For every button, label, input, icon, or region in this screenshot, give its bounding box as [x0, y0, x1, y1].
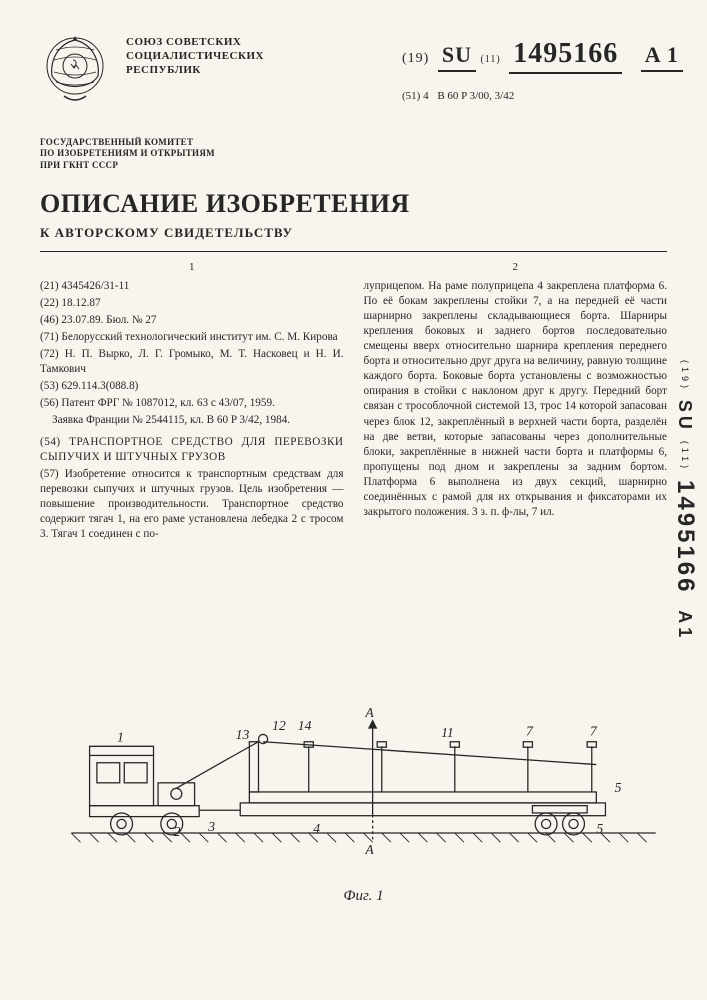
fig-label-11: 11 — [441, 725, 454, 740]
fig-label-1: 1 — [117, 730, 124, 745]
issuer-title: СОЮЗ СОВЕТСКИХ СОЦИАЛИСТИЧЕСКИХ РЕСПУБЛИ… — [126, 30, 326, 77]
fig-label-13: 13 — [236, 727, 250, 742]
fig-label-7: 7 — [526, 723, 534, 738]
column-1: 1 (21) 4345426/31-11 (22) 18.12.87 (46) … — [40, 260, 344, 555]
field-53: (53) 629.114.3(088.8) — [40, 379, 344, 394]
doc-subtitle: К АВТОРСКОМУ СВИДЕТЕЛЬСТВУ — [40, 225, 667, 241]
col-num-1: 1 — [40, 260, 344, 275]
abstract-continued: луприцепом. На раме полуприцепа 4 закреп… — [364, 279, 668, 521]
column-2: 2 луприцепом. На раме полуприцепа 4 закр… — [364, 260, 668, 555]
col-num-2: 2 — [364, 260, 668, 275]
figure-1: 1 13 12 14 A 11 7 7 5 5 3 2 4 A Фиг. 1 — [40, 655, 687, 905]
fig-label-2: 2 — [174, 824, 181, 839]
code-19: (19) — [402, 51, 429, 66]
document-id-block: (19) SU (11) 1495166 A 1 (51) 4 B 60 P 3… — [342, 30, 683, 102]
side-doc-label: (19) SU (11) 1495166 A1 — [671, 360, 699, 641]
fig-label-12: 12 — [272, 718, 286, 733]
field-54: (54) ТРАНСПОРТНОЕ СРЕДСТВО ДЛЯ ПЕРЕВОЗКИ… — [40, 435, 344, 465]
field-72: (72) Н. П. Вырко, Л. Г. Громыко, М. Т. Н… — [40, 347, 344, 377]
fig-label-5b: 5 — [596, 821, 603, 836]
field-56b: Заявка Франции № 2544115, кл. B 60 P 3/4… — [40, 413, 344, 428]
doc-title: ОПИСАНИЕ ИЗОБРЕТЕНИЯ — [40, 189, 667, 219]
kind-code: A 1 — [645, 42, 679, 67]
fig-label-5: 5 — [615, 780, 622, 795]
field-57: (57) Изобретение относится к транспортны… — [40, 467, 344, 543]
field-71: (71) Белорусский технологический институ… — [40, 330, 344, 345]
fig-label-14: 14 — [298, 718, 312, 733]
doc-number: 1495166 — [513, 38, 618, 69]
fig-label-3: 3 — [207, 819, 215, 834]
divider — [40, 251, 667, 252]
figure-caption: Фиг. 1 — [343, 888, 383, 905]
code-11: (11) — [480, 54, 500, 65]
fig-label-A-top: A — [364, 705, 374, 720]
fig-label-A-bot: A — [364, 842, 374, 857]
field-46: (46) 23.07.89. Бюл. № 27 — [40, 313, 344, 328]
code-51: (51) 4 — [402, 90, 429, 102]
ipc-class: B 60 P 3/00, 3/42 — [437, 90, 514, 102]
body-columns: 1 (21) 4345426/31-11 (22) 18.12.87 (46) … — [40, 260, 667, 555]
committee-title: ГОСУДАРСТВЕННЫЙ КОМИТЕТ ПО ИЗОБРЕТЕНИЯМ … — [40, 137, 667, 171]
field-21: (21) 4345426/31-11 — [40, 279, 344, 294]
fig-label-7b: 7 — [590, 723, 598, 738]
country-code: SU — [442, 42, 472, 67]
fig-label-4: 4 — [313, 821, 320, 836]
field-22: (22) 18.12.87 — [40, 296, 344, 311]
field-56a: (56) Патент ФРГ № 1087012, кл. 63 с 43/0… — [40, 396, 344, 411]
state-emblem — [40, 30, 110, 115]
